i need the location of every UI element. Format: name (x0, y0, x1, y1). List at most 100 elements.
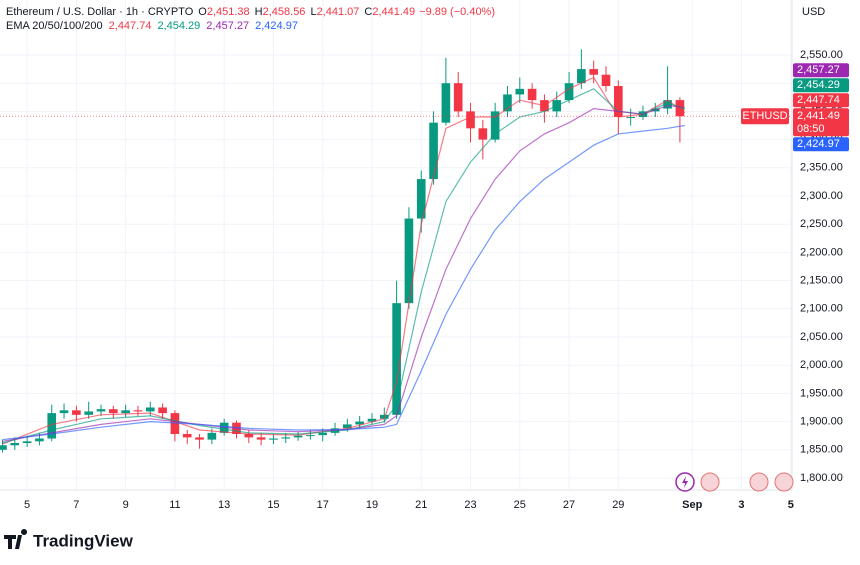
candle-body (355, 421, 364, 425)
y-tick-label: 1,950.00 (800, 387, 843, 399)
candle-body (35, 438, 44, 442)
y-tick-label: 2,050.00 (800, 331, 843, 343)
candle-body (675, 100, 685, 117)
candle-body (0, 445, 7, 450)
currency: USD (802, 6, 825, 18)
event-icon[interactable] (700, 472, 720, 492)
ema-value: 2,454.29 (157, 20, 200, 32)
candle-body (195, 437, 204, 440)
event-icon[interactable] (774, 472, 794, 492)
x-tick-label: 15 (267, 499, 279, 511)
ema-line (2, 124, 685, 441)
logo: TradingView (4, 529, 134, 550)
x-tick-label: 25 (514, 499, 526, 511)
lightning (682, 476, 688, 488)
ohlc-key: H (255, 6, 263, 18)
y-tick-label: 2,100.00 (800, 303, 843, 315)
change: −9.89 (−0.40%) (419, 6, 495, 18)
logo-mark (4, 529, 28, 549)
candle-body (453, 83, 463, 112)
ema-value: 2,457.27 (206, 20, 249, 32)
candle-body (10, 443, 20, 446)
ema-tag-bg (793, 93, 849, 108)
y-tick-label: 2,550.00 (800, 49, 843, 61)
candle-body (379, 414, 389, 419)
ema-tag-bg (793, 78, 849, 93)
x-tick-label: Sep (682, 499, 702, 511)
y-tick-label: 2,300.00 (800, 190, 843, 202)
ema-tag-bg (793, 137, 849, 152)
ohlc-value: 2,458.56 (263, 6, 306, 18)
candle-body (429, 122, 438, 180)
x-tick-label: 21 (415, 499, 427, 511)
candle-body (318, 432, 328, 436)
chart-title: Ethereum / U.S. Dollar · 1h · CRYPTO (6, 6, 194, 18)
candle-body (416, 179, 426, 219)
candle-body (466, 111, 475, 129)
x-tick-label: 5 (788, 499, 794, 511)
x-tick-label: 5 (24, 499, 30, 511)
candle-body (133, 410, 143, 412)
candle-body (515, 88, 525, 95)
ohlc-key: C (364, 6, 372, 18)
candle-body (145, 407, 155, 412)
candle-body (367, 418, 377, 422)
candle-body (614, 86, 623, 118)
ema-value: 2,447.74 (109, 20, 152, 32)
candle-body (72, 410, 81, 415)
candle-body (490, 111, 500, 140)
y-tick-label: 1,800.00 (800, 472, 843, 484)
ohlc-key: L (310, 6, 316, 18)
symbol-tag: ETHUSD (742, 110, 787, 122)
price-tag-bg (793, 108, 849, 137)
price-tag: 2,441.49 (797, 110, 840, 122)
y-tick-label: 2,150.00 (800, 274, 843, 286)
ohlc-value: 2,441.07 (317, 6, 360, 18)
ema-tag: 2,454.29 (797, 79, 840, 91)
candle-body (478, 128, 488, 140)
y-tick-label: 2,350.00 (800, 162, 843, 174)
ohlc-key: O (198, 6, 207, 18)
y-tick-label: 2,250.00 (800, 218, 843, 230)
brand: TradingView (33, 531, 134, 550)
ema-tag: 2,447.74 (797, 94, 840, 106)
candle-body (59, 410, 69, 414)
candle-body (182, 433, 192, 438)
candle-body (96, 409, 106, 412)
candle-body (121, 410, 130, 414)
ema-legend: EMA 20/50/100/200 2,447.74 2,454.29 2,457.2… (6, 20, 298, 32)
candle-body (527, 88, 537, 101)
x-tick-label: 19 (366, 499, 378, 511)
candle-body (244, 433, 254, 438)
candle-body (256, 437, 266, 440)
countdown: 08:50 (797, 123, 825, 135)
header-line: Ethereum / U.S. Dollar · 1h · CRYPTO O2,4… (6, 6, 495, 18)
candle-body (343, 424, 352, 429)
x-tick-label: 29 (612, 499, 624, 511)
candle-body (84, 411, 93, 415)
y-tick-label: 1,900.00 (800, 415, 843, 427)
candle-body (22, 441, 32, 444)
candle-body (503, 94, 512, 112)
candle-body (601, 74, 611, 87)
y-tick-label: 2,000.00 (800, 359, 843, 371)
event-icon[interactable] (749, 472, 769, 492)
x-tick-label: 9 (123, 499, 129, 511)
ema-line (2, 105, 685, 442)
y-tick-label: 2,200.00 (800, 246, 843, 258)
ohlc-value: 2,451.38 (207, 6, 250, 18)
candle-body (269, 438, 278, 440)
candle-body (404, 218, 414, 304)
candle-body (109, 409, 118, 414)
ema-value: 2,424.97 (255, 20, 298, 32)
ema-tag: 2,424.97 (797, 138, 840, 150)
candle-body (47, 413, 57, 439)
symbol-tag-bg (741, 108, 789, 125)
candle-body (293, 435, 303, 438)
ema-tag-bg (793, 63, 849, 78)
candle-body (577, 69, 586, 84)
candle-body (207, 432, 217, 440)
candle-body (626, 117, 635, 119)
candle-body (306, 435, 315, 437)
